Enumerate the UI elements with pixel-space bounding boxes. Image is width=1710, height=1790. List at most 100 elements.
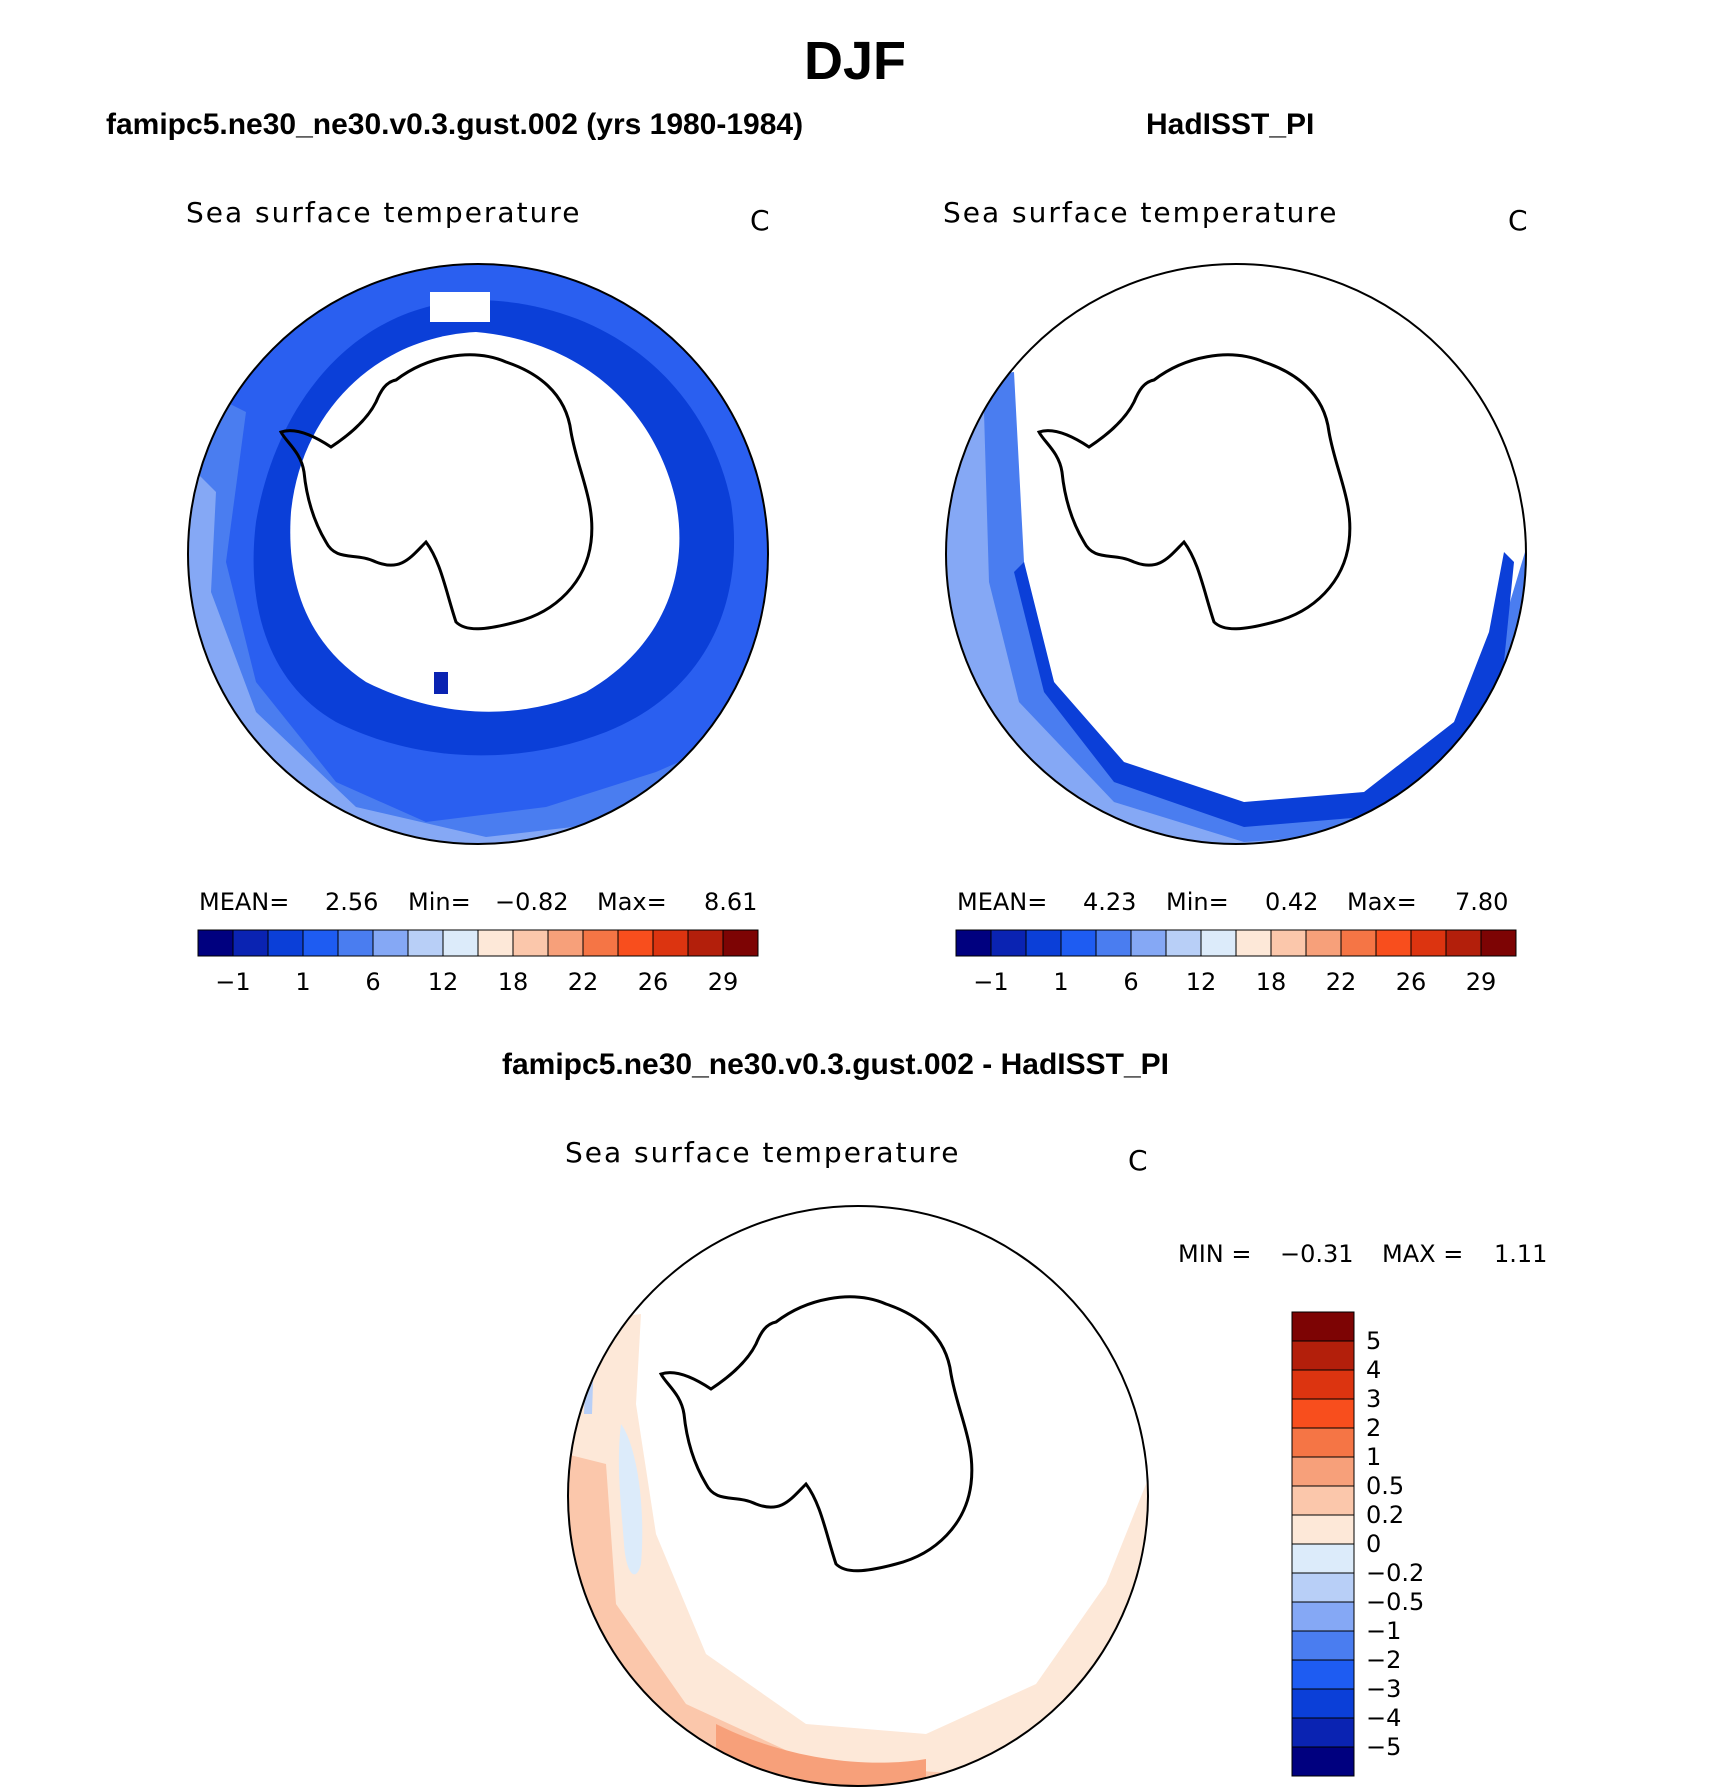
colorbar-swatch [1235,929,1272,957]
diff-units-label: C [1128,1144,1148,1177]
diff-case-title: famipc5.ne30_ne30.v0.3.gust.002 - HadISS… [502,1048,1169,1081]
colorbar-swatch [1291,1456,1355,1487]
colorbar-tick-label: 29 [708,968,739,996]
panel1-map-border [187,263,769,845]
colorbar-tick-label: −1 [1366,1617,1401,1645]
diff-antarctica-outline [658,1295,974,1573]
colorbar-swatch [1291,1630,1355,1661]
colorbar-swatch [372,929,409,957]
colorbar-tick-label: 26 [638,968,669,996]
colorbar-swatch [990,929,1027,957]
panel2-max-label: Max= [1347,888,1417,916]
colorbar-tick-label: 5 [1366,1327,1381,1355]
colorbar-swatch [232,929,269,957]
diff-positive-field [568,1314,1148,1786]
colorbar-tick-label: 1 [1053,968,1068,996]
colorbar-swatch [337,929,374,957]
colorbar-tick-label: −3 [1366,1675,1401,1703]
colorbar-swatch [197,929,234,957]
panel1-ice-patch [430,292,490,322]
colorbar-tick-label: 18 [1256,968,1287,996]
colorbar-swatch [1291,1601,1355,1632]
panel2-map-border [945,263,1527,845]
colorbar-swatch [1291,1572,1355,1603]
colorbar-tick-label: 2 [1366,1414,1381,1442]
colorbar-swatch [477,929,514,957]
colorbar-swatch [1291,1746,1355,1777]
colorbar-swatch [1291,1311,1355,1342]
colorbar-swatch [1291,1427,1355,1458]
panel2-min-value: 0.42 [1265,888,1319,916]
diff-min-value: −0.31 [1280,1240,1354,1268]
colorbar-swatch [1200,929,1237,957]
colorbar-swatch [582,929,619,957]
colorbar-tick-label: −5 [1366,1733,1401,1761]
panel1-units-label: C [750,204,770,237]
colorbar-swatch [1165,929,1202,957]
colorbar-tick-label: −0.2 [1366,1559,1424,1587]
panel2-antarctica-outline [1036,353,1352,631]
colorbar-swatch [1410,929,1447,957]
colorbar-tick-label: 18 [498,968,529,996]
colorbar-swatch [1291,1369,1355,1400]
diff-variable-label: Sea surface temperature [565,1136,961,1169]
colorbar-tick-label: 1 [295,968,310,996]
colorbar-tick-label: 22 [568,968,599,996]
panel1-colorbar: −1 1 6 12 18 22 26 29 [197,929,759,996]
colorbar-tick-label: 26 [1396,968,1427,996]
panel1-sea-ice-mask [290,332,680,712]
panel1-min-label: Min= [408,888,471,916]
colorbar-swatch [1291,1485,1355,1516]
panel2-case-title: HadISST_PI [1146,108,1315,141]
diff-map-border [567,1205,1149,1787]
colorbar-tick-label: 6 [1123,968,1138,996]
colorbar-tick-label: −2 [1366,1646,1401,1674]
panel2-max-value: 7.80 [1455,888,1509,916]
colorbar-tick-label: 12 [428,968,459,996]
colorbar-swatch [652,929,689,957]
colorbar-swatch [722,929,759,957]
colorbar-swatch [687,929,724,957]
colorbar-swatch [617,929,654,957]
colorbar-swatch [547,929,584,957]
panel1-max-label: Max= [597,888,667,916]
colorbar-tick-label: 22 [1326,968,1357,996]
panel2-mean-label: MEAN= [957,888,1048,916]
colorbar-swatch [1291,1543,1355,1574]
colorbar-swatch [1291,1340,1355,1371]
diff-map [567,1205,1149,1787]
colorbar-tick-label: 0.2 [1366,1501,1404,1529]
colorbar-swatch [1291,1398,1355,1429]
colorbar-tick-label: 12 [1186,968,1217,996]
colorbar-tick-label: 0.5 [1366,1472,1404,1500]
colorbar-tick-label: 3 [1366,1385,1381,1413]
panel1-mean-label: MEAN= [199,888,290,916]
colorbar-swatch [407,929,444,957]
diff-max-value: 1.11 [1494,1240,1548,1268]
diff-max-label: MAX = [1382,1240,1464,1268]
colorbar-swatch [267,929,304,957]
colorbar-swatch [442,929,479,957]
colorbar-tick-label: 29 [1466,968,1497,996]
colorbar-swatch [1291,1659,1355,1690]
diff-min-label: MIN = [1178,1240,1252,1268]
colorbar-swatch [1095,929,1132,957]
panel1-antarctica-outline [278,353,594,631]
colorbar-swatch [512,929,549,957]
panel2-map [945,263,1527,845]
panel1-min-value: −0.82 [495,888,569,916]
colorbar-swatch [1130,929,1167,957]
colorbar-swatch [1291,1688,1355,1719]
colorbar-swatch [1375,929,1412,957]
panel1-map [187,263,769,845]
colorbar-tick-label: −4 [1366,1704,1401,1732]
colorbar-swatch [302,929,339,957]
colorbar-swatch [1025,929,1062,957]
colorbar-swatch [1060,929,1097,957]
colorbar-tick-label: −0.5 [1366,1588,1424,1616]
panel1-mean-value: 2.56 [325,888,379,916]
panel2-mean-value: 4.23 [1083,888,1137,916]
colorbar-swatch [1340,929,1377,957]
panel2-units-label: C [1508,204,1528,237]
